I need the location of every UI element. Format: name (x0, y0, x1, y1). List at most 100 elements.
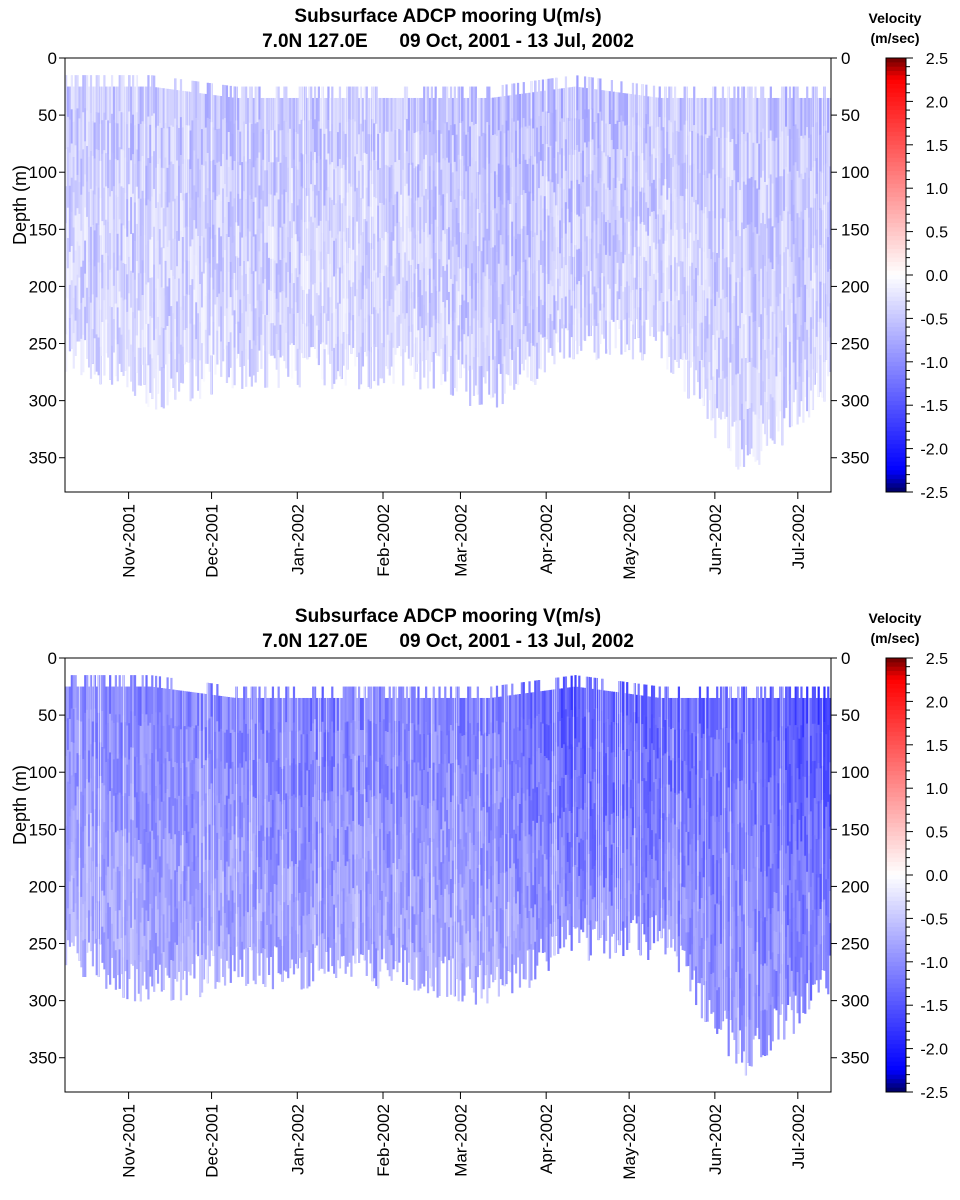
velocity-cell (777, 389, 780, 432)
velocity-cell (212, 94, 215, 128)
velocity-cell (172, 238, 175, 277)
velocity-cell (484, 204, 487, 241)
velocity-cell (336, 200, 340, 235)
velocity-cell (170, 677, 173, 719)
velocity-cell (164, 932, 167, 968)
velocity-cell (539, 195, 543, 231)
velocity-cell (501, 124, 504, 165)
velocity-cell (331, 686, 334, 722)
velocity-cell (331, 199, 334, 238)
velocity-cell (227, 900, 230, 935)
velocity-cell (639, 223, 642, 257)
velocity-cell (137, 123, 140, 162)
velocity-cell (620, 217, 623, 253)
velocity-cell (605, 123, 608, 157)
velocity-cell (158, 892, 162, 929)
velocity-cell (543, 161, 546, 197)
velocity-cell (599, 144, 602, 179)
velocity-cell (331, 313, 334, 352)
velocity-cell (806, 167, 809, 209)
velocity-cell (495, 174, 499, 214)
velocity-cell (225, 696, 229, 731)
colorbar-swatch (886, 114, 906, 120)
velocity-cell (762, 339, 765, 382)
velocity-cell (179, 344, 183, 383)
velocity-cell (553, 226, 556, 262)
velocity-cell (279, 259, 282, 293)
velocity-cell (218, 326, 221, 360)
velocity-cell (237, 767, 240, 803)
velocity-cell (292, 159, 296, 191)
velocity-cell (624, 157, 627, 191)
velocity-cell (195, 118, 198, 156)
velocity-cell (298, 161, 301, 200)
colorbar-swatch (886, 353, 906, 358)
velocity-cell (605, 90, 608, 124)
velocity-cell (643, 289, 646, 322)
velocity-cell (315, 293, 319, 326)
velocity-cell (518, 339, 522, 375)
velocity-cell (76, 719, 79, 754)
velocity-cell (160, 763, 163, 803)
velocity-cell (179, 884, 183, 924)
velocity-cell (405, 313, 409, 346)
velocity-cell (488, 355, 491, 395)
velocity-cell (411, 97, 414, 131)
velocity-cell (377, 349, 380, 386)
velocity-cell (369, 686, 372, 722)
velocity-cell (141, 329, 144, 365)
velocity-cell (666, 335, 669, 370)
velocity-cell (292, 190, 296, 222)
velocity-cell (499, 96, 502, 132)
velocity-cell (783, 252, 786, 295)
velocity-cell (622, 291, 625, 321)
velocity-cell (139, 273, 142, 312)
velocity-cell (258, 867, 261, 904)
velocity-cell (248, 122, 252, 160)
velocity-cell (524, 226, 527, 260)
velocity-cell (126, 803, 129, 843)
velocity-cell (76, 75, 79, 109)
velocity-cell (796, 128, 799, 172)
velocity-cell (183, 761, 186, 797)
velocity-cell (66, 268, 70, 299)
velocity-cell (227, 237, 230, 273)
colorbar-swatch (886, 392, 906, 397)
velocity-cell (342, 131, 345, 166)
velocity-cell (683, 353, 686, 392)
velocity-cell (392, 347, 395, 384)
velocity-cell (398, 893, 401, 929)
velocity-cell (515, 311, 518, 348)
velocity-cell (407, 797, 410, 831)
velocity-cell (539, 334, 543, 370)
velocity-cell (505, 192, 508, 230)
velocity-cell (237, 837, 240, 873)
velocity-cell (618, 181, 621, 211)
velocity-cell (348, 215, 351, 249)
velocity-cell (243, 86, 246, 122)
velocity-cell (733, 86, 736, 129)
velocity-cell (763, 181, 767, 225)
velocity-cell (101, 782, 104, 820)
velocity-cell (254, 760, 257, 799)
velocity-cell (593, 319, 596, 353)
velocity-cell (193, 324, 196, 360)
velocity-cell (405, 910, 409, 948)
velocity-cell (225, 762, 229, 796)
velocity-cell (593, 286, 596, 320)
velocity-cell (426, 312, 430, 351)
velocity-cell (777, 139, 780, 182)
velocity-cell (107, 289, 110, 324)
velocity-cell (262, 912, 265, 949)
velocity-cell (547, 215, 550, 251)
velocity-cell (716, 175, 719, 215)
velocity-cell (197, 120, 200, 160)
velocity-cell (668, 289, 671, 324)
velocity-cell (461, 225, 464, 261)
velocity-cell (794, 351, 797, 390)
velocity-cell (804, 172, 807, 211)
velocity-cell (614, 91, 617, 125)
velocity-cell (312, 833, 315, 871)
velocity-cell (229, 839, 232, 876)
velocity-cell (522, 118, 525, 155)
